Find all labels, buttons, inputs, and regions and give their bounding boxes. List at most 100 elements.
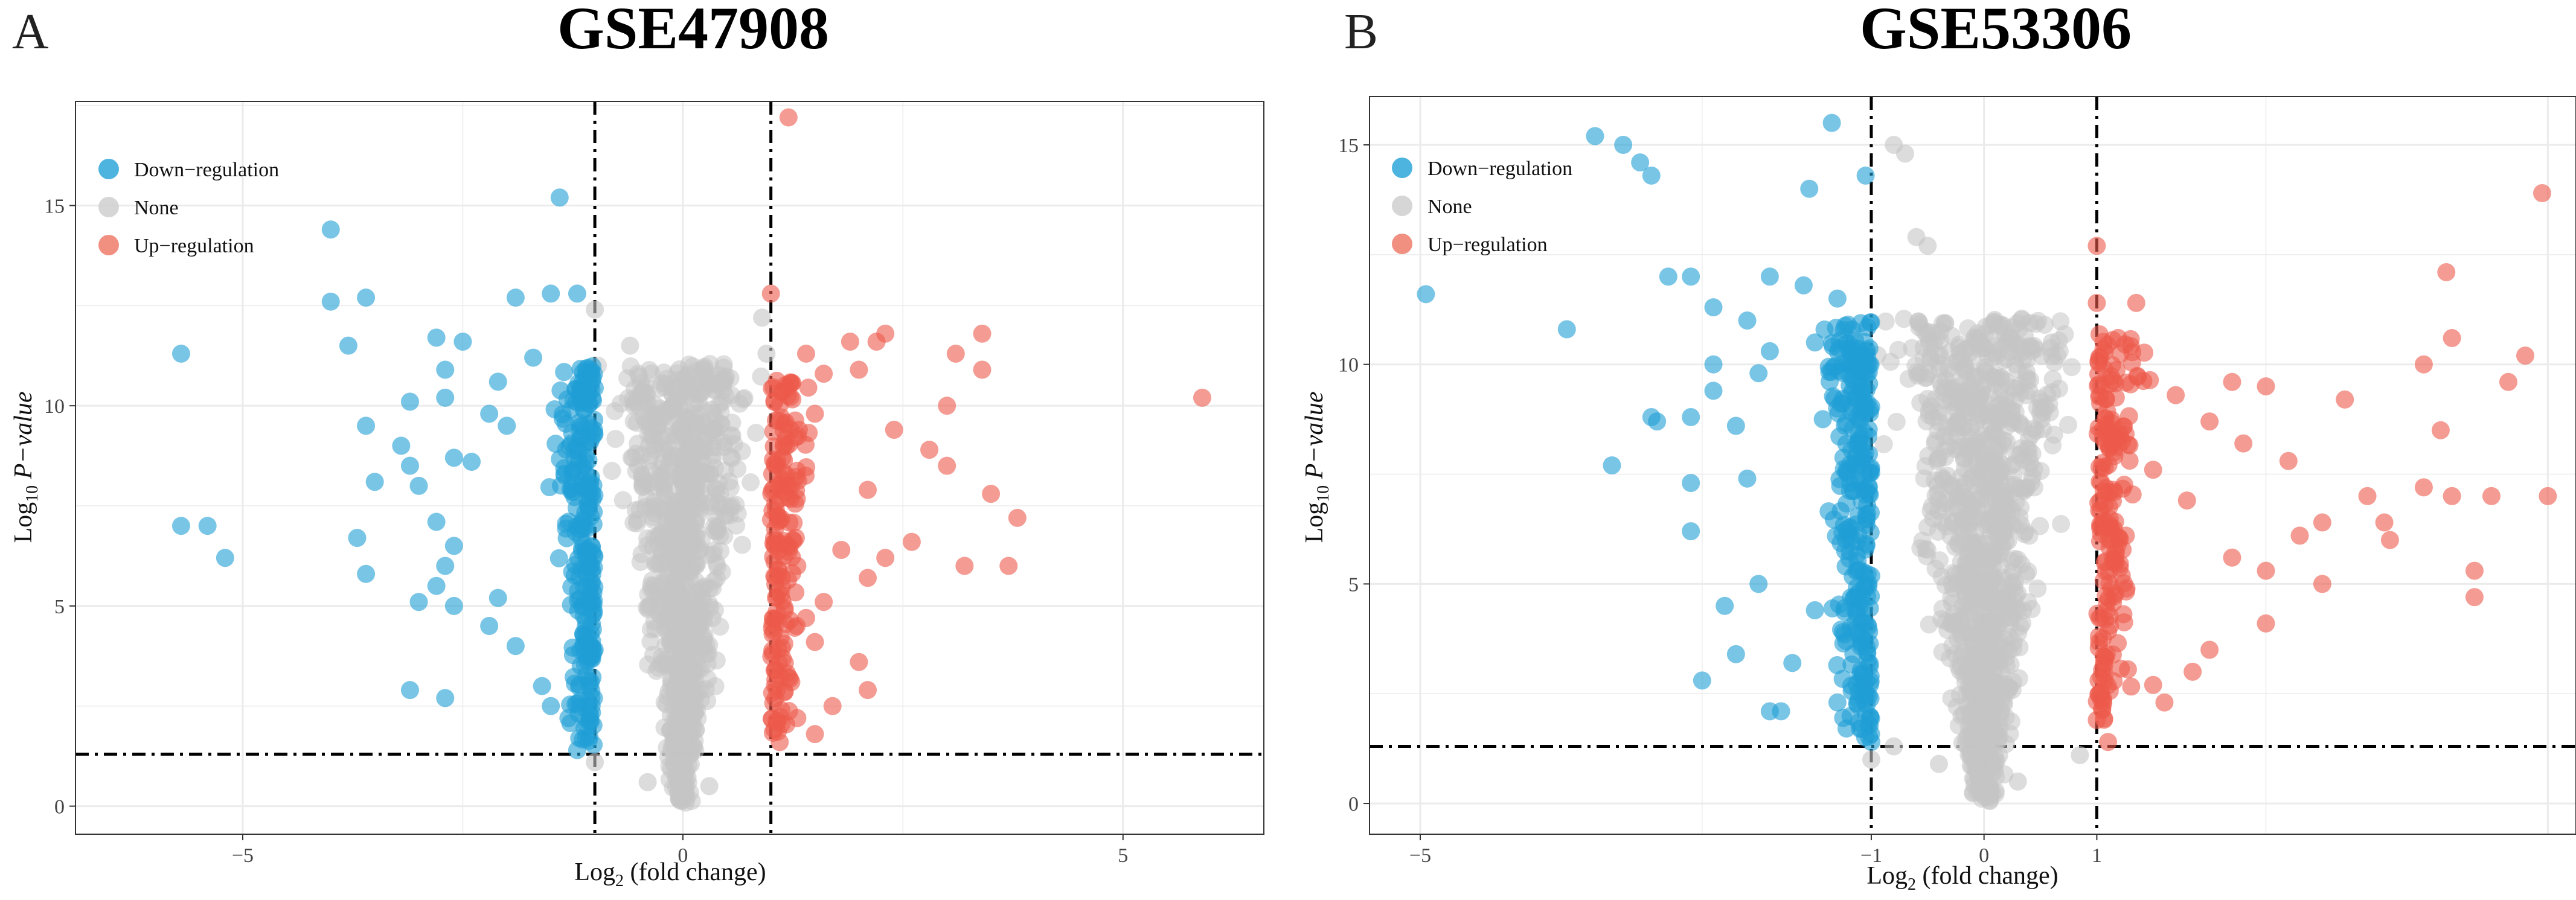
gene-point-up <box>973 324 992 343</box>
gene-point-none <box>700 777 719 796</box>
legend-marker <box>1392 196 1412 216</box>
gene-point-up <box>2414 355 2433 374</box>
gene-point-none <box>2027 340 2045 359</box>
gene-point-down <box>444 596 463 615</box>
panel-b-points <box>1417 113 2557 811</box>
gene-point-none <box>621 357 640 376</box>
gene-point-up <box>859 681 877 700</box>
gene-point-none <box>642 499 661 517</box>
gene-point-up <box>2105 483 2124 502</box>
gene-point-none <box>614 491 632 509</box>
gene-point-down <box>1682 522 1700 541</box>
gene-point-none <box>2020 381 2039 400</box>
gene-point-up <box>2313 575 2331 593</box>
gene-point-none <box>1932 567 1951 586</box>
gene-point-down <box>1851 720 1870 738</box>
panel-a-plot-border <box>75 101 1264 835</box>
gene-point-none <box>1949 390 1967 409</box>
gene-point-none <box>656 485 674 503</box>
gene-point-down <box>1848 624 1867 642</box>
gene-point-up <box>885 420 903 439</box>
gene-point-none <box>1913 531 1932 550</box>
gene-point-none <box>753 308 772 327</box>
gene-point-none <box>757 344 776 363</box>
gene-point-none <box>1964 769 1982 788</box>
gene-point-none <box>683 534 702 552</box>
gene-point-none <box>713 392 732 411</box>
gene-point-down <box>1848 561 1867 580</box>
gene-point-none <box>621 336 639 355</box>
gene-point-down <box>1862 733 1880 752</box>
legend-marker <box>1392 158 1412 178</box>
gene-point-down <box>444 537 463 555</box>
gene-point-down <box>550 188 569 207</box>
gene-point-down <box>1648 412 1667 431</box>
gene-point-down <box>557 529 576 547</box>
gene-point-up <box>815 365 833 383</box>
gene-point-none <box>2008 772 2027 791</box>
gene-point-down <box>171 344 190 363</box>
gene-point-none <box>2010 415 2028 433</box>
gene-point-down <box>444 448 463 467</box>
gene-point-down <box>1828 656 1847 674</box>
gene-point-none <box>1994 351 2013 369</box>
gene-point-up <box>2414 478 2433 497</box>
gene-point-up <box>799 424 818 442</box>
x-tick-label: 0 <box>1979 844 1989 867</box>
gene-point-up <box>876 324 895 343</box>
gene-point-none <box>676 669 694 688</box>
gene-point-up <box>2516 346 2534 365</box>
gene-point-up <box>797 458 816 476</box>
gene-point-up <box>2110 558 2129 577</box>
gene-point-down <box>1855 333 1874 351</box>
gene-point-down <box>582 681 601 700</box>
gene-point-none <box>746 424 765 442</box>
gene-point-down <box>1682 474 1700 493</box>
gene-point-none <box>715 438 734 456</box>
gene-point-none <box>1926 487 1945 505</box>
gene-point-up <box>767 588 786 607</box>
gene-point-up <box>2155 693 2174 712</box>
gene-point-down <box>1822 113 1841 132</box>
gene-point-down <box>1855 423 1874 441</box>
gene-point-none <box>676 558 694 577</box>
gene-point-down <box>577 729 595 747</box>
gene-point-down <box>1858 652 1877 671</box>
gene-point-down <box>584 583 603 602</box>
gene-point-down <box>1783 654 1802 672</box>
gene-point-none <box>629 397 648 415</box>
gene-point-down <box>576 541 595 560</box>
gene-point-down <box>400 456 419 475</box>
gene-point-up <box>2313 513 2331 532</box>
gene-point-down <box>480 617 499 636</box>
gene-point-none <box>1930 551 1949 570</box>
gene-point-none <box>1978 546 1997 565</box>
gene-point-down <box>427 328 446 347</box>
gene-point-none <box>2043 370 2062 389</box>
gene-point-down <box>582 363 600 382</box>
gene-point-down <box>427 576 446 595</box>
gene-point-up <box>938 456 956 475</box>
gene-point-down <box>498 416 516 435</box>
gene-point-none <box>646 554 664 573</box>
gene-point-none <box>696 438 715 456</box>
gene-point-up <box>2095 360 2113 378</box>
gene-point-none <box>1965 647 1984 666</box>
gene-point-none <box>626 501 645 520</box>
gene-point-none <box>711 618 729 636</box>
gene-point-down <box>1704 298 1723 317</box>
gene-point-up <box>2094 571 2113 590</box>
gene-point-none <box>2019 562 2037 581</box>
gene-point-none <box>1935 427 1954 445</box>
y-tick-label: 0 <box>1348 793 1359 815</box>
gene-point-down <box>540 478 559 497</box>
gene-point-none <box>1951 492 1970 511</box>
gene-point-up <box>2091 394 2110 413</box>
gene-point-none <box>586 300 604 319</box>
gene-point-none <box>2042 333 2061 352</box>
gene-point-up <box>2375 513 2394 532</box>
y-tick-label: 5 <box>54 596 65 618</box>
gene-point-up <box>788 709 807 727</box>
gene-point-none <box>2051 312 2070 331</box>
